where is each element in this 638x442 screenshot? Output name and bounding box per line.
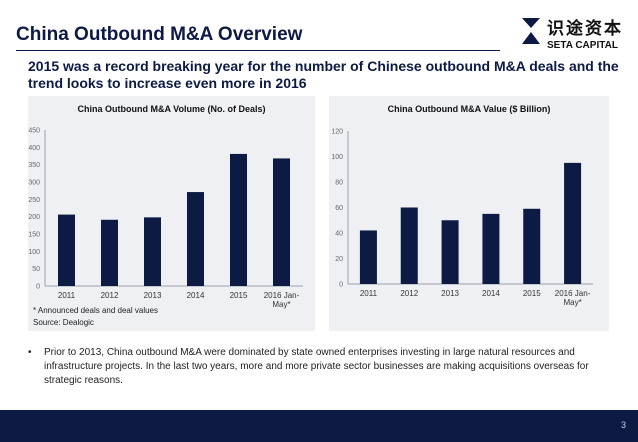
volume-y-tick-label: 400 <box>28 145 40 152</box>
volume-x-tick-label: 2014 <box>187 291 205 300</box>
volume-bar-2012 <box>101 219 118 286</box>
value-chart-panel: China Outbound M&A Value ($ Billion) 0 20… <box>329 96 609 331</box>
bullet-text: Prior to 2013, China outbound M&A were d… <box>44 347 589 386</box>
bullet-symbol: • <box>28 347 32 358</box>
volume-bar-2013 <box>144 217 161 286</box>
value-y-tick-label: 80 <box>335 180 343 187</box>
value-bar-2015 <box>523 208 541 284</box>
value-bar-2013 <box>441 220 459 284</box>
volume-y-tick-label: 350 <box>28 162 40 169</box>
source-note: Source: Dealogic <box>33 318 94 327</box>
volume-y-tick-label: 450 <box>28 128 40 135</box>
value-bar-2011 <box>359 230 377 284</box>
value-y-tick-label: 0 <box>339 282 343 289</box>
value-x-tick-label: 2015 <box>523 289 541 298</box>
value-y-tick-label: 40 <box>335 231 343 238</box>
volume-y-tick-label: 300 <box>28 180 40 187</box>
title-divider <box>16 50 500 51</box>
value-x-tick-label: 2014 <box>482 289 500 298</box>
volume-x-tick-label: 2011 <box>58 291 76 300</box>
value-x-tick-label: 2011 <box>360 289 378 298</box>
volume-bar-2015 <box>230 153 247 286</box>
page-number: 3 <box>620 420 626 430</box>
volume-chart: 0 50 100 150 200 250 300 350 400 450 2011 2012 2013 2… <box>28 128 303 309</box>
seta-capital-logo: 识途资本 SETA CAPITAL <box>520 12 630 58</box>
value-chart-title: China Outbound M&A Value ($ Billion) <box>387 104 551 114</box>
volume-chart-title: China Outbound M&A Volume (No. of Deals) <box>77 104 266 114</box>
value-y-tick-label: 60 <box>335 205 343 212</box>
announced-deals-note: * Announced deals and deal values <box>33 306 158 315</box>
footer-bar: 3 <box>0 410 638 442</box>
value-y-tick-label: 120 <box>331 129 343 136</box>
volume-y-tick-label: 200 <box>28 214 40 221</box>
volume-y-tick-label: 250 <box>28 197 40 204</box>
value-x-tick-label: 2016 Jan-May* <box>555 289 591 307</box>
volume-bar-2016-jan-may <box>273 158 290 286</box>
value-x-tick-label: 2012 <box>400 289 418 298</box>
volume-x-tick-label: 2015 <box>230 291 248 300</box>
volume-y-tick-label: 100 <box>28 249 40 256</box>
volume-bar-2014 <box>187 192 204 286</box>
value-y-tick-label: 100 <box>331 154 343 161</box>
slide-subtitle: 2015 was a record breaking year for the … <box>28 58 619 91</box>
volume-chart-panel: China Outbound M&A Volume (No. of Deals)… <box>28 96 315 331</box>
value-bar-2016-jan-may <box>564 162 582 284</box>
value-chart: 0 20 40 60 80 100 120 2011 2012 2013 2014 2015 2016 … <box>331 129 593 307</box>
volume-x-tick-label: 2013 <box>144 291 162 300</box>
value-bar-2012 <box>400 207 418 284</box>
volume-x-tick-label: 2016 Jan-May* <box>264 291 300 309</box>
value-y-tick-label: 20 <box>335 256 343 263</box>
value-x-tick-label: 2013 <box>441 289 459 298</box>
seta-logo-icon <box>522 18 540 44</box>
value-bar-2014 <box>482 213 500 284</box>
volume-x-tick-label: 2012 <box>101 291 119 300</box>
volume-y-tick-label: 50 <box>32 266 40 273</box>
commentary-bullet: • Prior to 2013, China outbound M&A were… <box>28 346 608 388</box>
volume-y-tick-label: 0 <box>36 284 40 291</box>
volume-y-tick-label: 150 <box>28 232 40 239</box>
logo-english-name: SETA CAPITAL <box>547 40 618 51</box>
page-title: China Outbound M&A Overview <box>16 24 303 45</box>
logo-chinese-name: 识途资本 <box>547 19 623 39</box>
volume-bar-2011 <box>58 214 75 286</box>
